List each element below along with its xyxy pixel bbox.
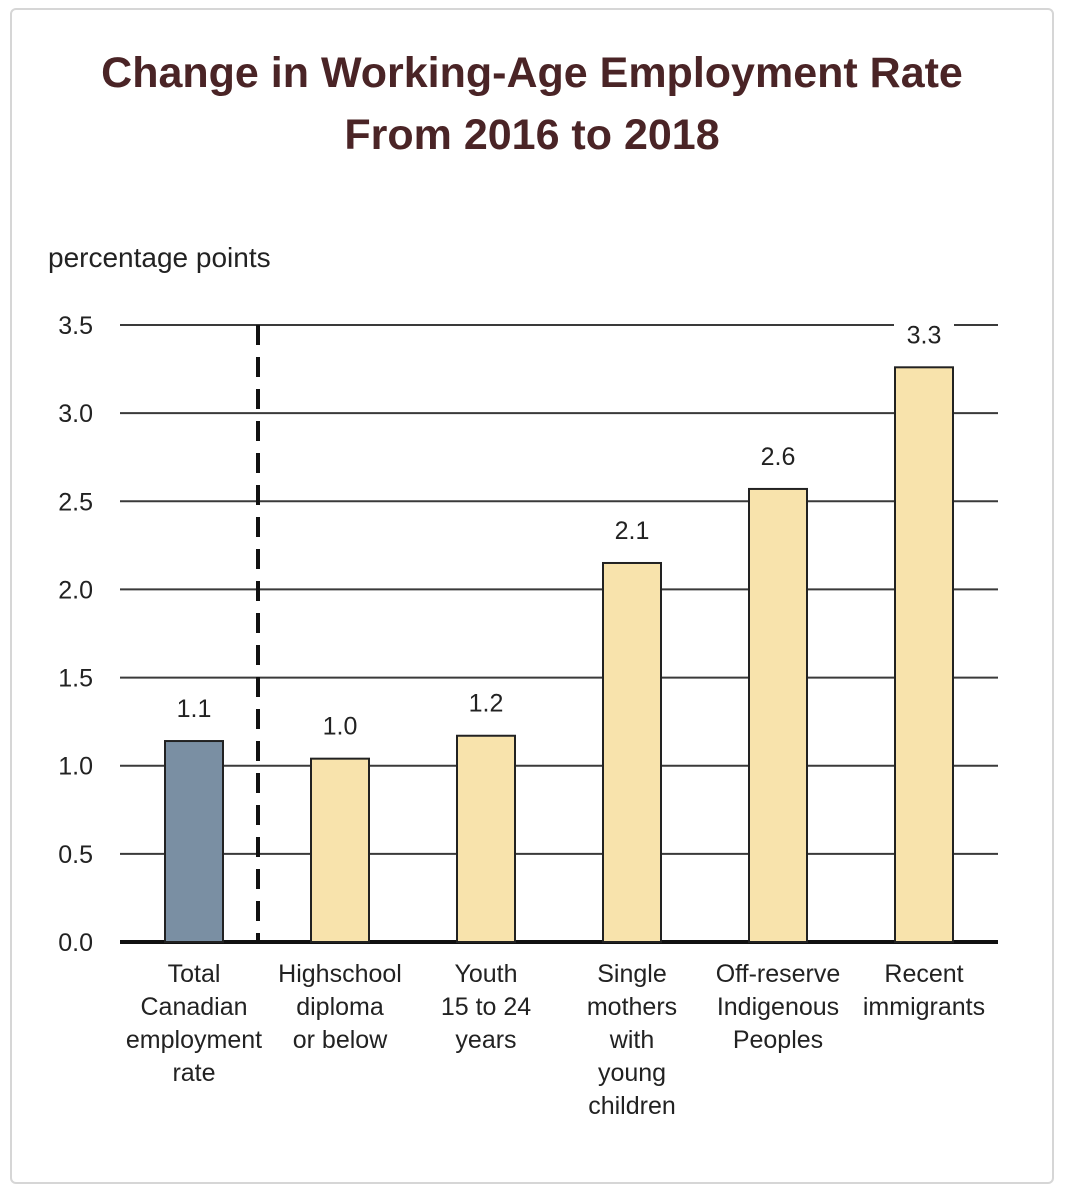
bar: [164, 740, 224, 944]
y-tick-label: 3.0: [58, 400, 93, 428]
category-label-line: employment: [126, 1026, 262, 1054]
y-tick-label: 2.0: [58, 576, 93, 604]
data-label-background: [894, 319, 954, 350]
category-label: Youth 15 to 24 years: [441, 960, 531, 1054]
bar: [894, 366, 954, 943]
category-label-line: Recent: [884, 960, 963, 988]
bars: [164, 366, 954, 944]
category-label-line: Canadian: [140, 993, 247, 1021]
data-label: 1.0: [323, 713, 358, 741]
category-label: Single mothers with young children: [587, 960, 677, 1120]
data-label-background: [748, 440, 808, 471]
chart-title-line-1: Change in Working-Age Employment Rate: [101, 49, 963, 97]
category-label-line: mothers: [587, 993, 677, 1021]
chart-title: Change in Working-Age Employment Rate Fr…: [0, 42, 1064, 166]
category-label-line: young: [598, 1059, 666, 1087]
data-label-background: [456, 687, 516, 718]
data-labels: 1.1 1.0 1.2 2.1 2.6 3.3: [164, 319, 954, 741]
y-tick-label: 0.5: [58, 841, 93, 869]
y-tick-label: 1.0: [58, 753, 93, 781]
category-label-line: 15 to 24: [441, 993, 531, 1021]
bar: [310, 757, 370, 943]
data-label-background: [602, 514, 662, 545]
y-tick-labels: 0.0 0.5 1.0 1.5 2.0 2.5 3.0 3.5: [58, 312, 93, 957]
category-label-line: Single: [597, 960, 667, 988]
y-tick-label: 2.5: [58, 488, 93, 516]
category-label-line: children: [588, 1092, 676, 1120]
y-axis-unit-label: percentage points: [48, 242, 271, 273]
y-tick-label: 3.5: [58, 312, 93, 340]
data-label: 2.6: [761, 443, 796, 471]
data-label: 3.3: [907, 321, 942, 349]
y-tick-label: 1.5: [58, 665, 93, 693]
category-label: Recent immigrants: [863, 960, 985, 1021]
category-label-line: rate: [172, 1059, 215, 1087]
chart-title-line-2: From 2016 to 2018: [344, 111, 720, 159]
bar: [748, 487, 808, 943]
category-label-line: with: [609, 1026, 654, 1054]
category-label-line: years: [455, 1026, 516, 1054]
category-label-line: Youth: [454, 960, 517, 988]
y-tick-label: 0.0: [58, 929, 93, 957]
category-labels: Total Canadian employment rate Highschool dip…: [126, 960, 985, 1120]
bar: [602, 561, 662, 943]
bar: [456, 734, 516, 944]
category-label-line: Off-reserve: [716, 960, 841, 988]
category-label-line: diploma: [296, 993, 384, 1021]
category-label: Off-reserve Indigenous Peoples: [716, 960, 841, 1054]
category-label-line: immigrants: [863, 993, 985, 1021]
category-label-line: Indigenous: [717, 993, 839, 1021]
data-label-background: [310, 710, 370, 741]
category-label-line: Peoples: [733, 1026, 823, 1054]
data-label: 2.1: [615, 517, 650, 545]
data-label: 1.2: [469, 690, 504, 718]
data-label: 1.1: [177, 695, 212, 723]
category-label-line: Total: [168, 960, 221, 988]
gridlines: [120, 324, 998, 944]
category-label: Total Canadian employment rate: [126, 960, 262, 1087]
chart-frame: [10, 8, 1054, 1184]
category-label: Highschool diploma or below: [278, 960, 402, 1054]
category-label-line: Highschool: [278, 960, 402, 988]
data-label-background: [164, 693, 224, 724]
category-label-line: or below: [293, 1026, 388, 1054]
